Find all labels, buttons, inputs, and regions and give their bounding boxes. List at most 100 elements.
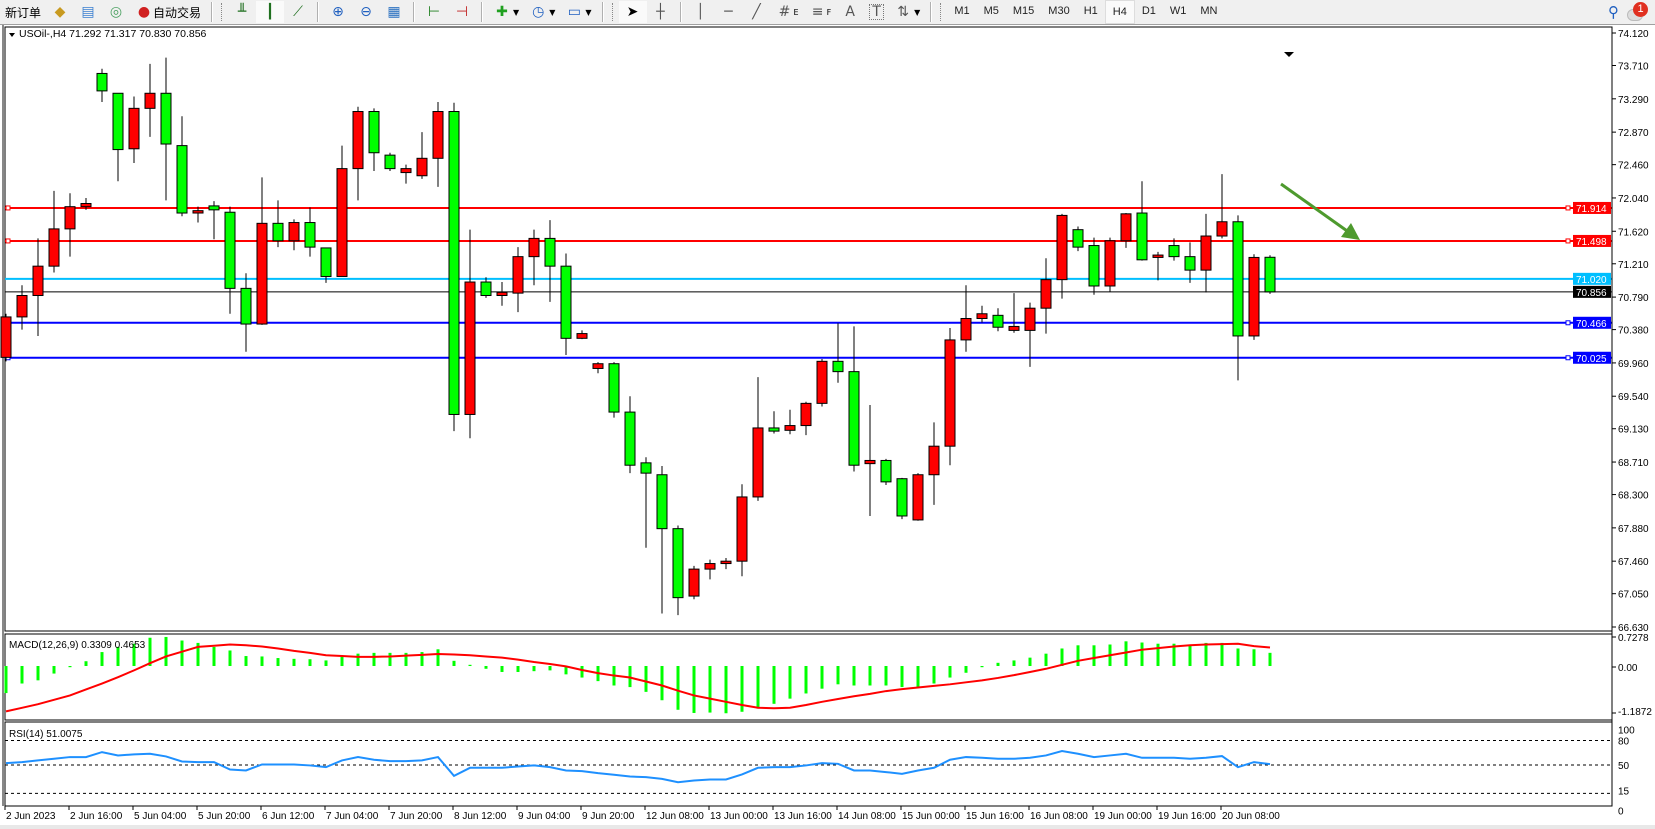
candle-body bbox=[368, 111, 380, 154]
tile-windows-button[interactable]: ▦ bbox=[380, 1, 408, 23]
hline-anchor[interactable] bbox=[1565, 238, 1571, 244]
vertical-line-icon: │ bbox=[696, 4, 705, 20]
chart-window[interactable]: 74.120 73.710 73.290 72.870 72.460 72.040 71.6… bbox=[0, 25, 1655, 829]
candle bbox=[144, 63, 156, 137]
timeframe-h1[interactable]: H1 bbox=[1083, 5, 1098, 17]
templates-button[interactable]: ▭ ▼ bbox=[560, 1, 596, 23]
vertical-line-button[interactable]: │ bbox=[687, 1, 715, 23]
hline-anchor[interactable] bbox=[1565, 205, 1571, 211]
separator bbox=[413, 2, 416, 22]
candle bbox=[128, 96, 140, 164]
timeframe-bar: M1 M5 M15 M30 H1 H4 D1 W1 MN bbox=[947, 0, 1224, 24]
chart-shift-marker-icon[interactable] bbox=[1284, 52, 1294, 57]
fibonacci-button[interactable]: ≡ F bbox=[804, 1, 837, 23]
candle bbox=[528, 229, 540, 286]
candle bbox=[704, 559, 716, 580]
candle-body bbox=[1008, 325, 1020, 331]
candle bbox=[1232, 215, 1244, 381]
arrow-head-icon[interactable] bbox=[1341, 223, 1360, 240]
periods-button[interactable]: ◷ ▼ bbox=[524, 1, 560, 23]
zoom-out-button[interactable]: ⊖ bbox=[352, 1, 380, 23]
candle bbox=[1040, 258, 1052, 334]
date-tick-label: 13 Jun 00:00 bbox=[710, 811, 768, 822]
market-watch-button[interactable]: ◆ bbox=[46, 1, 74, 23]
crosshair-button[interactable]: ┼ bbox=[647, 1, 675, 23]
cursor-button[interactable]: ➤ bbox=[618, 1, 647, 23]
bar-chart-button[interactable]: ╨ bbox=[228, 1, 256, 23]
new-order-button[interactable]: 新订单 bbox=[0, 1, 46, 23]
timeframe-w1[interactable]: W1 bbox=[1169, 5, 1187, 17]
zoom-in-button[interactable]: ⊕ bbox=[324, 1, 352, 23]
hline-anchor[interactable] bbox=[1565, 320, 1571, 326]
text-label-button[interactable]: T bbox=[864, 1, 889, 23]
candle-body bbox=[304, 222, 316, 248]
macd-title: MACD(12,26,9) 0.3309 0.4653 bbox=[9, 640, 146, 651]
equidistant-channel-button[interactable]: # E bbox=[771, 1, 804, 23]
macd-histogram-bar bbox=[436, 649, 440, 666]
timeframe-m5[interactable]: M5 bbox=[983, 5, 999, 17]
arrow-shaft[interactable] bbox=[1280, 182, 1351, 235]
timeframe-d1[interactable]: D1 bbox=[1141, 5, 1156, 17]
macd-histogram-bar bbox=[468, 664, 472, 666]
macd-histogram-bar bbox=[228, 650, 232, 666]
horizontal-line-button[interactable]: ─ bbox=[715, 1, 743, 23]
timeframe-mn[interactable]: MN bbox=[1200, 5, 1218, 17]
candle-body bbox=[848, 371, 860, 466]
price-label: 70.856 bbox=[1576, 288, 1607, 299]
date-tick-label: 15 Jun 16:00 bbox=[966, 811, 1024, 822]
bar-chart-icon: ╨ bbox=[237, 4, 247, 20]
notifications-button[interactable]: 1 bbox=[1627, 1, 1649, 23]
candle-body bbox=[752, 427, 764, 498]
timeframe-m1[interactable]: M1 bbox=[954, 5, 970, 17]
candle-body bbox=[1168, 245, 1180, 258]
line-chart-button[interactable]: ⟋ bbox=[284, 1, 312, 23]
macd-histogram-bar bbox=[804, 666, 808, 694]
macd-histogram-bar bbox=[500, 666, 504, 672]
candle-body bbox=[960, 318, 972, 341]
candle-body bbox=[96, 72, 108, 92]
hline-anchor[interactable] bbox=[5, 205, 11, 211]
toolbar-grip[interactable] bbox=[611, 3, 616, 21]
timeframe-m15[interactable]: M15 bbox=[1012, 5, 1035, 17]
search-icon[interactable]: ⚲ bbox=[1608, 3, 1619, 21]
candle-body bbox=[160, 92, 172, 145]
candle bbox=[384, 152, 396, 171]
timeframe-h4[interactable]: H4 bbox=[1104, 0, 1135, 24]
candlestick-button[interactable]: ┃ bbox=[256, 1, 285, 23]
auto-trading-label: 自动交易 bbox=[153, 5, 202, 20]
fib-sub-label: F bbox=[826, 7, 832, 17]
price-label: 71.914 bbox=[1576, 204, 1607, 215]
indicators-button[interactable]: ✚ ▼ bbox=[488, 1, 524, 23]
data-window-button[interactable]: ▤ bbox=[74, 1, 102, 23]
candle-body bbox=[288, 222, 300, 242]
candle bbox=[512, 247, 524, 313]
candle bbox=[752, 377, 764, 501]
text-button[interactable]: A bbox=[836, 1, 864, 23]
auto-scroll-button[interactable]: ⊢ bbox=[420, 1, 448, 23]
candle bbox=[48, 190, 60, 273]
navigator-button[interactable]: ◎ bbox=[102, 1, 130, 23]
hline-anchor[interactable] bbox=[5, 238, 11, 244]
arrows-button[interactable]: ⇅ ▼ bbox=[889, 1, 925, 23]
macd-histogram-bar bbox=[708, 666, 712, 713]
timeframe-m30[interactable]: M30 bbox=[1048, 5, 1070, 17]
toolbar-grip[interactable] bbox=[221, 3, 225, 21]
candle-body bbox=[1216, 221, 1228, 237]
macd-histogram-bar bbox=[676, 666, 680, 710]
toolbar-grip[interactable] bbox=[940, 3, 944, 21]
candle bbox=[928, 422, 940, 505]
macd-pane bbox=[4, 633, 1613, 721]
hline-anchor[interactable] bbox=[1565, 355, 1571, 361]
candle-body bbox=[256, 222, 268, 325]
chart-menu-triangle-icon[interactable] bbox=[9, 33, 15, 37]
candle bbox=[832, 323, 844, 383]
separator bbox=[481, 2, 484, 22]
candle bbox=[1120, 213, 1132, 248]
candle-body bbox=[432, 111, 444, 159]
candle-body bbox=[208, 205, 220, 211]
trendline-button[interactable]: ╱ bbox=[743, 1, 771, 23]
macd-histogram-bar bbox=[1220, 642, 1224, 666]
chevron-down-icon: ▼ bbox=[585, 7, 592, 17]
auto-trading-button[interactable]: ● 自动交易 bbox=[130, 1, 206, 23]
chart-shift-button[interactable]: ⊣ bbox=[448, 1, 476, 23]
